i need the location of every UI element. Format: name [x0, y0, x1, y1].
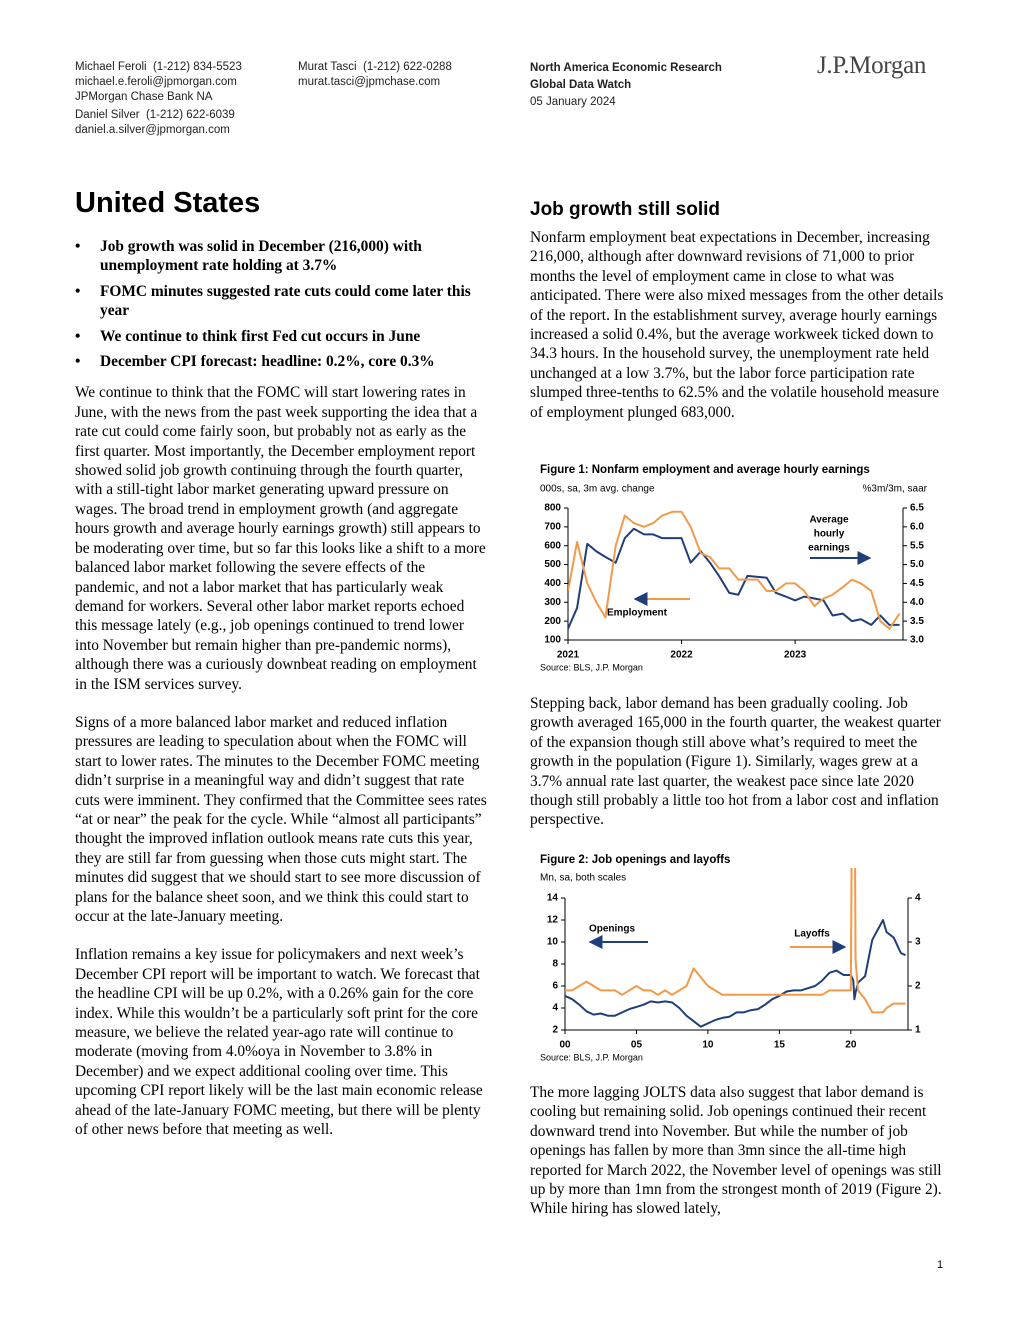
- series-line: [568, 527, 900, 630]
- y-tick-label: 12: [547, 915, 559, 926]
- date: 05 January 2024: [530, 96, 616, 108]
- bullet: Job growth was solid in December (216,00…: [75, 237, 490, 276]
- author-name: Michael Feroli: [75, 61, 147, 73]
- author-phone: (1-212) 622-6039: [145, 109, 235, 121]
- bullet: We continue to think first Fed cut occur…: [75, 327, 490, 347]
- y-tick-label: 10: [547, 937, 559, 948]
- author-name: Daniel Silver: [75, 109, 140, 121]
- y2-tick-label: 3.5: [910, 616, 924, 627]
- section-title: United States: [75, 187, 261, 219]
- x-tick-label: 10: [702, 1040, 714, 1051]
- y-tick-label: 4: [552, 1003, 558, 1014]
- x-tick-label: 05: [631, 1040, 643, 1051]
- y2-tick-label: 3.0: [910, 635, 924, 646]
- author-line: Murat Tasci (1-212) 622-0288: [298, 60, 452, 75]
- y2-tick-label: 5.5: [910, 540, 924, 551]
- y-axis-label: 000s, sa, 3m avg. change: [540, 484, 655, 495]
- author-line: Daniel Silver (1-212) 622-6039: [75, 108, 242, 123]
- source: Source: BLS, J.P. Morgan: [540, 662, 643, 672]
- chart-title: Figure 2: Job openings and layoffs: [540, 854, 730, 866]
- bullet: December CPI forecast: headline: 0.2%, c…: [75, 352, 490, 372]
- y2-axis-label: %3m/3m, saar: [863, 484, 928, 495]
- figure-chart: Figure 2: Job openings and layoffs Mn, sa…: [540, 854, 921, 1062]
- series-line: [568, 510, 901, 630]
- y-tick-label: 200: [544, 616, 561, 627]
- y2-tick-label: 4.0: [910, 597, 924, 608]
- y-tick-label: 500: [544, 559, 561, 570]
- author-phone: (1-212) 834-5523: [152, 61, 242, 73]
- author-line: Michael Feroli (1-212) 834-5523: [75, 60, 242, 75]
- left-column: Job growth was solid in December (216,00…: [75, 237, 490, 1158]
- paragraph: Inflation remains a key issue for policy…: [75, 946, 483, 1139]
- y2-tick-label: 1: [915, 1025, 921, 1036]
- y2-tick-label: 4.5: [910, 578, 924, 589]
- author-email: murat.tasci@jpmchase.com: [298, 76, 441, 88]
- y-tick-label: 2: [552, 1025, 558, 1036]
- chart-subtitle: Mn, sa, both scales: [540, 873, 626, 884]
- y-tick-label: 100: [544, 635, 561, 646]
- author-block: Michael Feroli (1-212) 834-5523 michael.…: [75, 60, 242, 138]
- annotation: earnings: [808, 543, 850, 554]
- y-tick-label: 700: [544, 521, 561, 532]
- publication: Global Data Watch: [530, 79, 632, 91]
- department: North America Economic Research: [530, 62, 722, 74]
- y-tick-label: 600: [544, 540, 561, 551]
- author-block: Murat Tasci (1-212) 622-0288 murat.tasci…: [298, 60, 452, 90]
- publication-block: North America Economic Research Global D…: [530, 60, 722, 111]
- section-heading: Job growth still solid: [530, 199, 720, 220]
- paragraph: Stepping back, labor demand has been gra…: [530, 695, 941, 829]
- source: Source: BLS, J.P. Morgan: [540, 1052, 643, 1062]
- series-line: [565, 919, 906, 1028]
- figure-chart: Figure 1: Nonfarm employment and average…: [540, 464, 928, 672]
- author-name: Murat Tasci: [298, 61, 357, 73]
- author-email: daniel.a.silver@jpmorgan.com: [75, 124, 230, 136]
- annotation: Employment: [607, 608, 668, 619]
- annotation: hourly: [814, 529, 845, 540]
- y-tick-label: 14: [547, 893, 559, 904]
- x-tick-label: 2021: [557, 650, 580, 661]
- y2-tick-label: 6.0: [910, 521, 924, 532]
- paragraph: The more lagging JOLTS data also suggest…: [530, 1084, 942, 1218]
- paragraph: We continue to think that the FOMC will …: [75, 384, 486, 693]
- chart-title: Figure 1: Nonfarm employment and average…: [540, 464, 870, 476]
- y2-tick-label: 5.0: [910, 559, 924, 570]
- y-tick-label: 6: [552, 981, 558, 992]
- paragraph: Signs of a more balanced labor market an…: [75, 713, 487, 925]
- logo: J.P.Morgan: [817, 52, 927, 79]
- y2-tick-label: 3: [915, 937, 921, 948]
- annotation: Layoffs: [794, 929, 830, 940]
- annotation: Openings: [589, 924, 636, 935]
- bank: JPMorgan Chase Bank NA: [75, 91, 213, 103]
- y2-tick-label: 2: [915, 981, 921, 992]
- paragraph: Nonfarm employment beat expectations in …: [530, 229, 944, 421]
- y-tick-label: 300: [544, 597, 561, 608]
- x-tick-label: 15: [774, 1040, 786, 1051]
- x-tick-label: 00: [559, 1040, 571, 1051]
- author-phone: (1-212) 622-0288: [362, 61, 452, 73]
- y2-tick-label: 6.5: [910, 503, 924, 514]
- annotation: Average: [809, 515, 849, 526]
- y-tick-label: 800: [544, 503, 561, 514]
- x-tick-label: 20: [845, 1040, 857, 1051]
- series-line: [565, 868, 906, 1014]
- bullet: FOMC minutes suggested rate cuts could c…: [75, 282, 490, 321]
- y-tick-label: 400: [544, 578, 561, 589]
- author-email: michael.e.feroli@jpmorgan.com: [75, 76, 237, 88]
- x-tick-label: 2022: [670, 650, 693, 661]
- y2-tick-label: 4: [915, 893, 921, 904]
- bullet-list: Job growth was solid in December (216,00…: [75, 237, 490, 372]
- y-tick-label: 8: [552, 959, 558, 970]
- page-number: 1: [937, 1259, 944, 1271]
- x-tick-label: 2023: [784, 650, 807, 661]
